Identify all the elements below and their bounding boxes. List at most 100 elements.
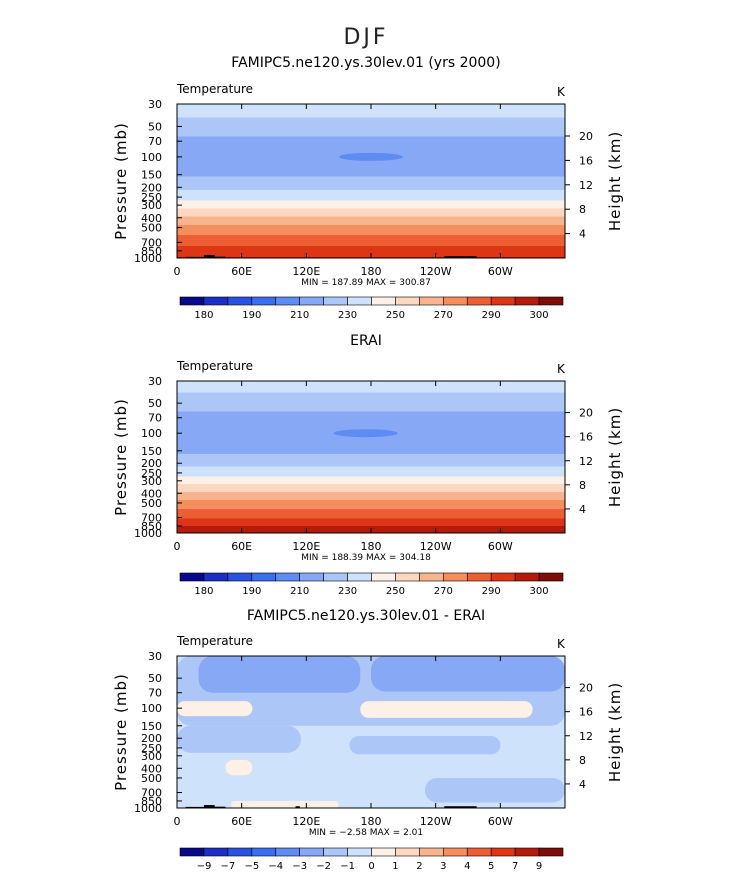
cold-core bbox=[333, 429, 398, 438]
y-tick-label: 30 bbox=[148, 650, 162, 663]
colorbar-swatch bbox=[275, 296, 300, 306]
contour-band bbox=[177, 500, 565, 509]
colorbar-label: 190 bbox=[242, 586, 261, 597]
y-tick-label: 1000 bbox=[134, 252, 162, 265]
colorbar-swatch bbox=[419, 847, 444, 857]
units-label: K bbox=[557, 362, 566, 376]
contour-band bbox=[177, 117, 565, 137]
cold-core bbox=[339, 152, 403, 161]
contour-region bbox=[349, 736, 501, 755]
x-tick-label: 120E bbox=[292, 265, 320, 278]
contour-region bbox=[225, 759, 253, 776]
x-tick-label: 0 bbox=[174, 540, 181, 553]
colorbar-label: 180 bbox=[194, 586, 213, 597]
y-tick-label: 500 bbox=[141, 497, 162, 510]
topography bbox=[203, 255, 215, 258]
colorbar-label: −9 bbox=[197, 861, 212, 872]
min-max-stats: MIN = 187.89 MAX = 300.87 bbox=[301, 278, 431, 288]
colorbar-swatch bbox=[514, 296, 540, 306]
y-tick-label: 200 bbox=[141, 732, 162, 745]
y-tick-label: 100 bbox=[141, 702, 162, 715]
contour-region bbox=[371, 656, 565, 692]
contour-band bbox=[177, 200, 565, 209]
colorbar-swatch bbox=[466, 847, 492, 857]
y-tick-label: 400 bbox=[141, 487, 162, 500]
panel-title: FAMIPC5.ne120.ys.30lev.01 (yrs 2000) bbox=[231, 55, 500, 71]
colorbar-swatch bbox=[514, 847, 540, 857]
contour-band bbox=[177, 235, 565, 246]
contour-region bbox=[424, 777, 565, 803]
colorbar-label: −1 bbox=[340, 861, 355, 872]
colorbar-swatch bbox=[323, 572, 348, 582]
field-layer bbox=[177, 104, 565, 258]
colorbar-label: −4 bbox=[268, 861, 283, 872]
colorbar-label: 4 bbox=[464, 861, 470, 872]
colorbar-label: 230 bbox=[338, 310, 357, 321]
y-tick-label: 100 bbox=[141, 151, 162, 164]
colorbar-swatch bbox=[227, 572, 253, 582]
x-tick-label: 120E bbox=[292, 815, 320, 828]
colorbar-label: 9 bbox=[536, 861, 542, 872]
colorbar-swatch bbox=[203, 572, 229, 582]
y-tick-label: 150 bbox=[141, 445, 162, 458]
height-tick-label: 8 bbox=[579, 203, 586, 216]
colorbar-swatch bbox=[323, 847, 348, 857]
y-tick-label: 150 bbox=[141, 169, 162, 182]
figure-title: DJF bbox=[343, 25, 388, 50]
x-tick-label: 120E bbox=[292, 540, 320, 553]
x-tick-label: 60E bbox=[231, 540, 252, 553]
topography bbox=[444, 256, 477, 258]
x-tick-label: 60W bbox=[488, 540, 513, 553]
colorbar-swatch bbox=[179, 296, 205, 306]
variable-label: Temperature bbox=[176, 634, 253, 648]
topography bbox=[444, 806, 477, 808]
field-layer bbox=[177, 381, 565, 533]
y-tick-label: 500 bbox=[141, 772, 162, 785]
panel-difference: FAMIPC5.ne120.ys.30lev.01 - ERAI Temperat… bbox=[112, 608, 624, 872]
contour-band bbox=[177, 246, 565, 257]
colorbar-swatch bbox=[490, 847, 516, 857]
colorbar-swatch bbox=[443, 296, 468, 306]
y-tick-label: 1000 bbox=[134, 527, 162, 540]
colorbar-label: −3 bbox=[292, 861, 307, 872]
y-tick-label: 700 bbox=[141, 236, 162, 249]
x-tick-label: 60W bbox=[488, 265, 513, 278]
y-tick-label: 50 bbox=[148, 672, 162, 685]
colorbar-label: 2 bbox=[416, 861, 422, 872]
y-tick-label: 250 bbox=[141, 467, 162, 480]
panel-model: FAMIPC5.ne120.ys.30lev.01 (yrs 2000) Temp… bbox=[112, 55, 624, 321]
colorbar-label: 1 bbox=[392, 861, 398, 872]
variable-label: Temperature bbox=[176, 82, 253, 96]
colorbar-swatch bbox=[538, 572, 564, 582]
contour-band bbox=[177, 176, 565, 190]
colorbar-swatch bbox=[490, 572, 516, 582]
colorbar-swatch bbox=[299, 296, 324, 306]
colorbar-label: −7 bbox=[221, 861, 236, 872]
height-axis-title: Height (km) bbox=[606, 407, 624, 507]
y-axis-title: Pressure (mb) bbox=[112, 673, 130, 791]
y-tick-label: 1000 bbox=[134, 802, 162, 815]
height-tick-label: 12 bbox=[579, 179, 593, 192]
y-tick-label: 70 bbox=[148, 687, 162, 700]
y-tick-label: 850 bbox=[141, 520, 162, 533]
units-label: K bbox=[557, 637, 566, 651]
colorbar-swatch bbox=[275, 847, 300, 857]
colorbar-label: 210 bbox=[290, 586, 309, 597]
height-tick-label: 4 bbox=[579, 778, 586, 791]
height-tick-label: 16 bbox=[579, 154, 593, 167]
colorbar-swatch bbox=[347, 296, 372, 306]
contour-region bbox=[177, 701, 253, 717]
min-max-stats: MIN = −2.58 MAX = 2.01 bbox=[309, 828, 423, 838]
colorbar-swatch bbox=[179, 847, 205, 857]
height-tick-label: 8 bbox=[579, 754, 586, 767]
colorbar-swatch bbox=[251, 572, 277, 582]
y-tick-label: 300 bbox=[141, 750, 162, 763]
x-tick-label: 120W bbox=[420, 815, 452, 828]
colorbar-label: 270 bbox=[434, 586, 453, 597]
colorbar-swatch bbox=[203, 296, 229, 306]
topography bbox=[214, 256, 226, 258]
units-label: K bbox=[557, 85, 566, 99]
colorbar-swatch bbox=[203, 847, 229, 857]
